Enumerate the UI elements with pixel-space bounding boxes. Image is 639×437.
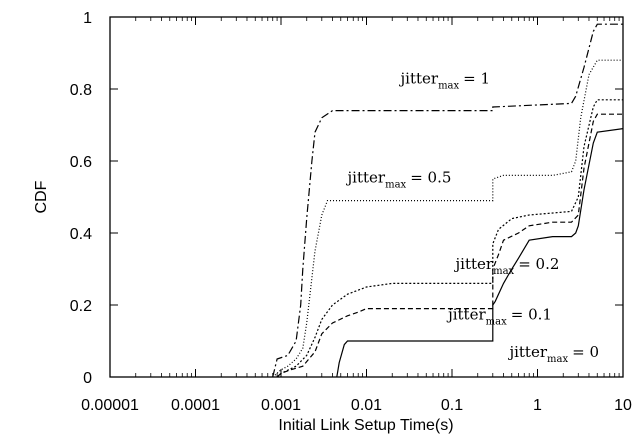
series-line	[276, 113, 623, 378]
x-tick-label: 0.01	[351, 397, 382, 414]
series-line	[276, 99, 623, 378]
y-tick-label: 0	[83, 370, 92, 387]
y-tick-label: 0.8	[70, 82, 92, 99]
x-tick-label: 0.0001	[171, 397, 220, 414]
y-tick-label: 0.4	[70, 226, 92, 243]
series-labels: jittermax = 0 jittermax = 0.1 jittermax = 0.2…	[346, 70, 599, 366]
series-line	[272, 59, 623, 378]
series-label: jittermax = 0.5	[346, 169, 452, 191]
series-label: jittermax = 0	[507, 343, 599, 365]
x-tick-label: 1	[533, 397, 542, 414]
series-line	[272, 23, 623, 378]
x-tick-label: 0.1	[441, 397, 463, 414]
y-tick-label: 0.2	[70, 298, 92, 315]
series-label: jittermax = 0.2	[454, 255, 560, 277]
x-axis-title: Initial Link Setup Time(s)	[278, 417, 453, 434]
y-tick-label: 0.6	[70, 154, 92, 171]
series-label: jittermax = 0.1	[446, 305, 552, 327]
x-tick-label: 10	[614, 397, 632, 414]
x-tick-label: 0.00001	[81, 397, 139, 414]
x-tick-label: 0.001	[261, 397, 301, 414]
series-line	[336, 128, 624, 378]
series-layer	[272, 23, 624, 378]
axis-ticks: 0.00001 0.0001 0.001 0.01 0.1 1 10 0 0.2 0.4 0.6 0.…	[70, 10, 632, 414]
y-tick-label: 1	[83, 10, 92, 27]
y-axis-title: CDF	[33, 180, 50, 213]
series-label: jittermax = 1	[399, 70, 491, 92]
